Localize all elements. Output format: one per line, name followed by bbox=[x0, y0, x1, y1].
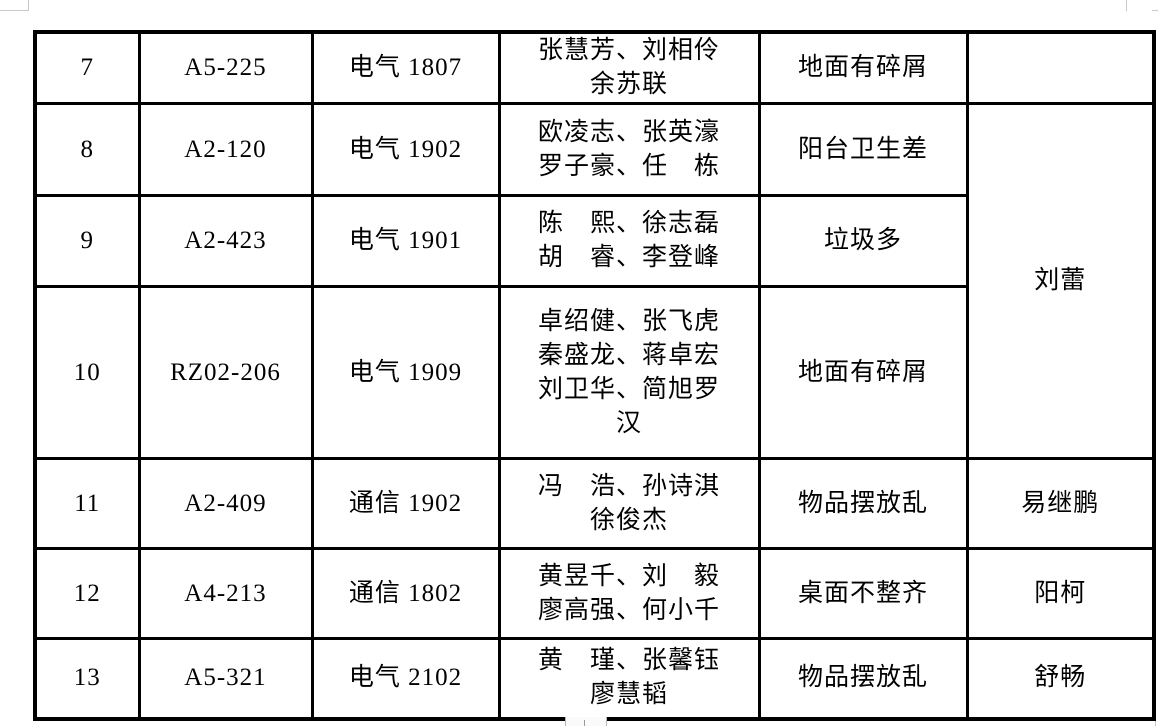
cell-issue: 阳台卫生差 bbox=[757, 102, 969, 197]
table-row: 7 A5-225 电气 1807 张慧芳、刘相伶 余苏联 地面有碎屑 bbox=[33, 30, 1156, 105]
cell-class-name: 通信 1902 bbox=[310, 457, 501, 550]
dorm-inspection-table: 7 A5-225 电气 1807 张慧芳、刘相伶 余苏联 地面有碎屑 8 A2-120 电气 1… bbox=[33, 30, 1156, 721]
gridline-fragment bbox=[1126, 0, 1127, 11]
gridline-fragment bbox=[0, 10, 29, 11]
cell-member-names: 张慧芳、刘相伶 余苏联 bbox=[497, 30, 761, 105]
table-row: 13 A5-321 电气 2102 黄 瑾、张馨钰 廖慧韬 物品摆放乱 舒畅 bbox=[33, 637, 1156, 720]
member-names-line: 陈 熙、徐志磊 bbox=[537, 210, 720, 237]
cell-serial-number: 9 bbox=[33, 194, 141, 288]
member-names-line: 欧凌志、张英濠 bbox=[537, 118, 720, 146]
member-names-line: 罗子豪、任 栋 bbox=[537, 152, 720, 180]
member-names-line: 胡 睿、李登峰 bbox=[537, 244, 720, 271]
cell-member-names: 欧凌志、张英濠 罗子豪、任 栋 bbox=[497, 102, 761, 197]
cell-room-number: A5-225 bbox=[137, 30, 314, 105]
member-names-line: 黄 瑾、张馨钰 bbox=[537, 647, 720, 675]
member-names-line: 张慧芳、刘相伶 bbox=[537, 37, 720, 64]
cell-inspector bbox=[965, 30, 1156, 105]
cell-member-names: 冯 浩、孙诗淇 徐俊杰 bbox=[497, 457, 761, 550]
cell-issue: 地面有碎屑 bbox=[757, 30, 969, 105]
member-names-line: 卓绍健、张飞虎 bbox=[537, 307, 720, 335]
table-row: 9 A2-423 电气 1901 陈 熙、徐志磊胡 睿、李登峰 垃圾多 bbox=[33, 194, 1154, 288]
cell-serial-number: 7 bbox=[33, 30, 141, 105]
cell-issue: 物品摆放乱 bbox=[757, 637, 969, 720]
member-names-line: 冯 浩、孙诗淇 bbox=[537, 472, 720, 500]
cell-issue: 桌面不整齐 bbox=[757, 547, 969, 640]
cell-class-name: 通信 1802 bbox=[310, 547, 501, 640]
member-names-line: 汉 bbox=[615, 409, 642, 437]
member-names-line: 廖慧韬 bbox=[589, 681, 668, 709]
gridline-fragment bbox=[28, 0, 29, 11]
cell-issue: 地面有碎屑 bbox=[757, 285, 969, 460]
cell-member-names: 黄 瑾、张馨钰 廖慧韬 bbox=[497, 637, 761, 720]
cell-serial-number: 13 bbox=[33, 637, 141, 720]
table-row: 11 A2-409 通信 1902 冯 浩、孙诗淇 徐俊杰 物品摆放乱 易继鹏 bbox=[33, 457, 1156, 550]
cell-serial-number: 8 bbox=[33, 102, 141, 197]
cell-room-number: A2-120 bbox=[137, 102, 314, 197]
cell-class-name: 电气 1902 bbox=[310, 102, 501, 197]
cell-inspector: 舒畅 bbox=[965, 637, 1156, 720]
cell-serial-number: 12 bbox=[33, 547, 141, 640]
cell-member-names: 陈 熙、徐志磊胡 睿、李登峰 bbox=[497, 194, 761, 288]
cell-room-number: A2-409 bbox=[137, 457, 314, 550]
cell-issue: 垃圾多 bbox=[757, 194, 969, 288]
cell-room-number: A5-321 bbox=[137, 637, 314, 720]
gridline-fragment bbox=[1155, 719, 1156, 726]
member-names-line: 刘卫华、简旭罗 bbox=[537, 375, 720, 403]
cell-serial-number: 11 bbox=[33, 457, 141, 550]
cell-class-name: 电气 1807 bbox=[310, 30, 501, 105]
cutoff-ui-fragment bbox=[565, 717, 607, 726]
cell-inspector: 刘蕾 bbox=[965, 102, 1156, 460]
cell-class-name: 电气 1901 bbox=[310, 194, 501, 288]
cell-member-names: 卓绍健、张飞虎 秦盛龙、蒋卓宏 刘卫华、简旭罗汉 bbox=[497, 285, 761, 460]
cell-member-names: 黄昱千、刘 毅廖高强、何小千 bbox=[497, 547, 761, 640]
cell-class-name: 电气 2102 bbox=[310, 637, 501, 720]
cell-inspector: 阳柯 bbox=[965, 547, 1156, 640]
cell-room-number: RZ02-206 bbox=[137, 285, 314, 460]
table-row: 8 A2-120 电气 1902 欧凌志、张英濠 罗子豪、任 栋阳台卫生差 刘蕾 bbox=[33, 102, 1156, 460]
member-names-line: 余苏联 bbox=[589, 71, 668, 98]
member-names-line: 黄昱千、刘 毅 bbox=[537, 562, 720, 590]
gridline-fragment bbox=[1152, 10, 1158, 11]
member-names-line: 廖高强、何小千 bbox=[537, 596, 720, 624]
cell-issue: 物品摆放乱 bbox=[757, 457, 969, 550]
member-names-line: 徐俊杰 bbox=[589, 506, 668, 534]
table-row: 10 RZ02-206 电气 1909 卓绍健、张飞虎 秦盛龙、蒋卓宏 刘卫华、简旭罗汉地… bbox=[33, 285, 1154, 460]
cell-class-name: 电气 1909 bbox=[310, 285, 501, 460]
cell-room-number: A2-423 bbox=[137, 194, 314, 288]
cell-serial-number: 10 bbox=[33, 285, 141, 460]
cutoff-ui-tick bbox=[584, 720, 585, 726]
cell-room-number: A4-213 bbox=[137, 547, 314, 640]
table-row: 12 A4-213 通信 1802 黄昱千、刘 毅廖高强、何小千 桌面不整齐 阳柯 bbox=[33, 547, 1156, 640]
cell-inspector: 易继鹏 bbox=[965, 457, 1156, 550]
member-names-line: 秦盛龙、蒋卓宏 bbox=[537, 341, 720, 369]
